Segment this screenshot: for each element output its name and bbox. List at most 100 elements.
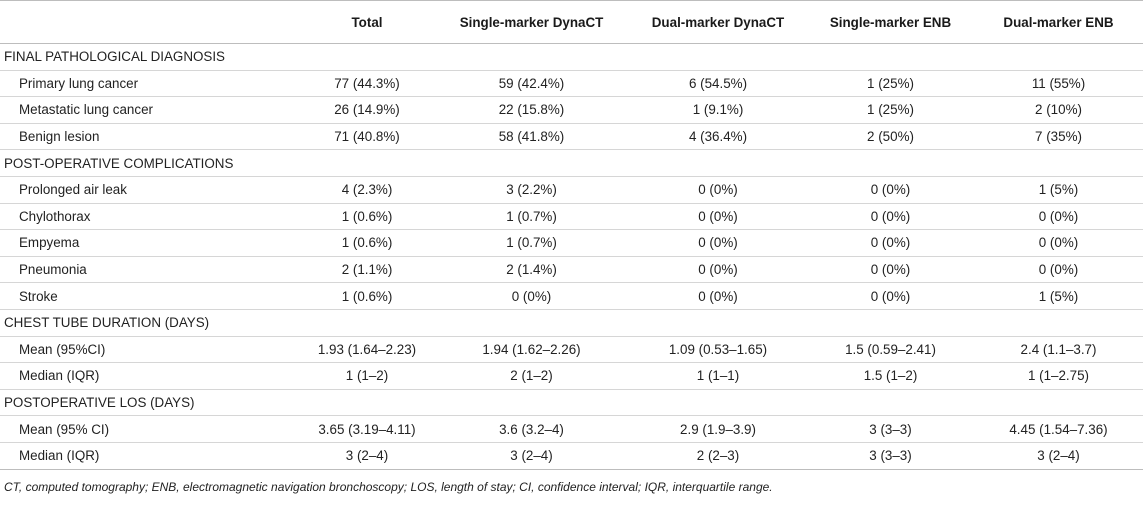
section-row: CHEST TUBE DURATION (DAYS) xyxy=(0,309,1143,337)
table-cell: 4.45 (1.54–7.36) xyxy=(974,415,1143,443)
table-cell: 77 (44.3%) xyxy=(300,70,434,98)
table-cell: 3 (2.2%) xyxy=(434,176,629,204)
row-label: Primary lung cancer xyxy=(0,70,300,98)
section-row: FINAL PATHOLOGICAL DIAGNOSIS xyxy=(0,43,1143,71)
table-cell: 3 (2–4) xyxy=(434,442,629,470)
table-row: Primary lung cancer 77 (44.3%) 59 (42.4%) 6… xyxy=(0,70,1143,98)
table-cell: 0 (0%) xyxy=(629,203,807,231)
table-cell: 58 (41.8%) xyxy=(434,123,629,151)
table-cell: 1.5 (1–2) xyxy=(807,362,974,390)
table-row: Median (IQR) 3 (2–4) 3 (2–4) 2 (2–3) 3 (3–3)… xyxy=(0,442,1143,470)
table-cell: 0 (0%) xyxy=(974,229,1143,257)
table-cell: 1 (0.6%) xyxy=(300,203,434,231)
column-header: Dual-marker DynaCT xyxy=(629,0,807,44)
row-label: Mean (95%CI) xyxy=(0,336,300,364)
table-row: Median (IQR) 1 (1–2) 2 (1–2) 1 (1–1) 1.5 (1–… xyxy=(0,362,1143,390)
table-cell: 0 (0%) xyxy=(629,282,807,310)
table-cell: 0 (0%) xyxy=(629,256,807,284)
table-cell: 22 (15.8%) xyxy=(434,96,629,124)
table-cell: 1.93 (1.64–2.23) xyxy=(300,336,434,364)
column-header: Single-marker ENB xyxy=(807,0,974,44)
row-label: Benign lesion xyxy=(0,123,300,151)
table-cell: 0 (0%) xyxy=(434,282,629,310)
table-cell: 26 (14.9%) xyxy=(300,96,434,124)
table-cell: 3 (3–3) xyxy=(807,415,974,443)
table-cell: 2 (10%) xyxy=(974,96,1143,124)
row-label: Median (IQR) xyxy=(0,362,300,390)
table-cell: 1 (0.7%) xyxy=(434,229,629,257)
table-cell: 2.9 (1.9–3.9) xyxy=(629,415,807,443)
table-cell: 0 (0%) xyxy=(807,256,974,284)
table-cell: 7 (35%) xyxy=(974,123,1143,151)
table-cell: 2 (1.4%) xyxy=(434,256,629,284)
section-heading: POSTOPERATIVE LOS (DAYS) xyxy=(0,389,1143,417)
row-label: Empyema xyxy=(0,229,300,257)
table-cell: 2.4 (1.1–3.7) xyxy=(974,336,1143,364)
table-cell: 3.65 (3.19–4.11) xyxy=(300,415,434,443)
table-cell: 1.94 (1.62–2.26) xyxy=(434,336,629,364)
table-cell: 1.09 (0.53–1.65) xyxy=(629,336,807,364)
table-cell: 1 (5%) xyxy=(974,176,1143,204)
section-row: POSTOPERATIVE LOS (DAYS) xyxy=(0,389,1143,417)
table-cell: 0 (0%) xyxy=(807,203,974,231)
section-row: POST-OPERATIVE COMPLICATIONS xyxy=(0,149,1143,177)
table-cell: 1 (1–2.75) xyxy=(974,362,1143,390)
table-cell: 1 (25%) xyxy=(807,96,974,124)
table-row: Chylothorax 1 (0.6%) 1 (0.7%) 0 (0%) 0 (0%) 0… xyxy=(0,203,1143,231)
header-row: Total Single-marker DynaCT Dual-marker Dyn… xyxy=(0,0,1143,44)
section-heading: FINAL PATHOLOGICAL DIAGNOSIS xyxy=(0,43,1143,71)
table-row: Mean (95% CI) 3.65 (3.19–4.11) 3.6 (3.2–4)… xyxy=(0,415,1143,443)
row-label: Prolonged air leak xyxy=(0,176,300,204)
table-cell: 4 (36.4%) xyxy=(629,123,807,151)
table-cell: 71 (40.8%) xyxy=(300,123,434,151)
table-row: Mean (95%CI) 1.93 (1.64–2.23) 1.94 (1.62–2… xyxy=(0,336,1143,364)
header-cell-blank xyxy=(0,0,300,44)
table-cell: 6 (54.5%) xyxy=(629,70,807,98)
table-row: Empyema 1 (0.6%) 1 (0.7%) 0 (0%) 0 (0%) 0 (0%… xyxy=(0,229,1143,257)
table-cell: 3 (3–3) xyxy=(807,442,974,470)
table-cell: 1 (1–2) xyxy=(300,362,434,390)
table-cell: 1 (9.1%) xyxy=(629,96,807,124)
table-row: Prolonged air leak 4 (2.3%) 3 (2.2%) 0 (0%)… xyxy=(0,176,1143,204)
row-label: Stroke xyxy=(0,282,300,310)
row-label: Chylothorax xyxy=(0,203,300,231)
row-label: Pneumonia xyxy=(0,256,300,284)
table-cell: 0 (0%) xyxy=(974,203,1143,231)
table-cell: 1 (5%) xyxy=(974,282,1143,310)
column-header: Dual-marker ENB xyxy=(974,0,1143,44)
results-table: Total Single-marker DynaCT Dual-marker Dyn… xyxy=(0,0,1143,470)
table-cell: 0 (0%) xyxy=(974,256,1143,284)
row-label: Metastatic lung cancer xyxy=(0,96,300,124)
table-row: Metastatic lung cancer 26 (14.9%) 22 (15.8… xyxy=(0,96,1143,124)
section-heading: POST-OPERATIVE COMPLICATIONS xyxy=(0,149,1143,177)
section-heading: CHEST TUBE DURATION (DAYS) xyxy=(0,309,1143,337)
table-cell: 2 (1–2) xyxy=(434,362,629,390)
table-cell: 2 (1.1%) xyxy=(300,256,434,284)
table-cell: 0 (0%) xyxy=(629,229,807,257)
table-cell: 1 (0.6%) xyxy=(300,229,434,257)
table-footnote: CT, computed tomography; ENB, electromag… xyxy=(4,480,773,494)
table-cell: 2 (50%) xyxy=(807,123,974,151)
table-cell: 1 (0.6%) xyxy=(300,282,434,310)
table-cell: 0 (0%) xyxy=(807,282,974,310)
table-cell: 2 (2–3) xyxy=(629,442,807,470)
table-cell: 1 (25%) xyxy=(807,70,974,98)
column-header: Total xyxy=(300,0,434,44)
table-cell: 3 (2–4) xyxy=(300,442,434,470)
table-row: Stroke 1 (0.6%) 0 (0%) 0 (0%) 0 (0%) 1 (5%) xyxy=(0,282,1143,310)
table-cell: 4 (2.3%) xyxy=(300,176,434,204)
row-label: Mean (95% CI) xyxy=(0,415,300,443)
table-cell: 11 (55%) xyxy=(974,70,1143,98)
table-cell: 1 (0.7%) xyxy=(434,203,629,231)
row-label: Median (IQR) xyxy=(0,442,300,470)
table-row: Benign lesion 71 (40.8%) 58 (41.8%) 4 (36.4… xyxy=(0,123,1143,151)
table-cell: 0 (0%) xyxy=(629,176,807,204)
table-cell: 59 (42.4%) xyxy=(434,70,629,98)
column-header: Single-marker DynaCT xyxy=(434,0,629,44)
table-cell: 3 (2–4) xyxy=(974,442,1143,470)
table-body: FINAL PATHOLOGICAL DIAGNOSIS Primary lung… xyxy=(0,43,1143,470)
table-cell: 0 (0%) xyxy=(807,176,974,204)
table-row: Pneumonia 2 (1.1%) 2 (1.4%) 0 (0%) 0 (0%) 0 (… xyxy=(0,256,1143,284)
table-cell: 1.5 (0.59–2.41) xyxy=(807,336,974,364)
